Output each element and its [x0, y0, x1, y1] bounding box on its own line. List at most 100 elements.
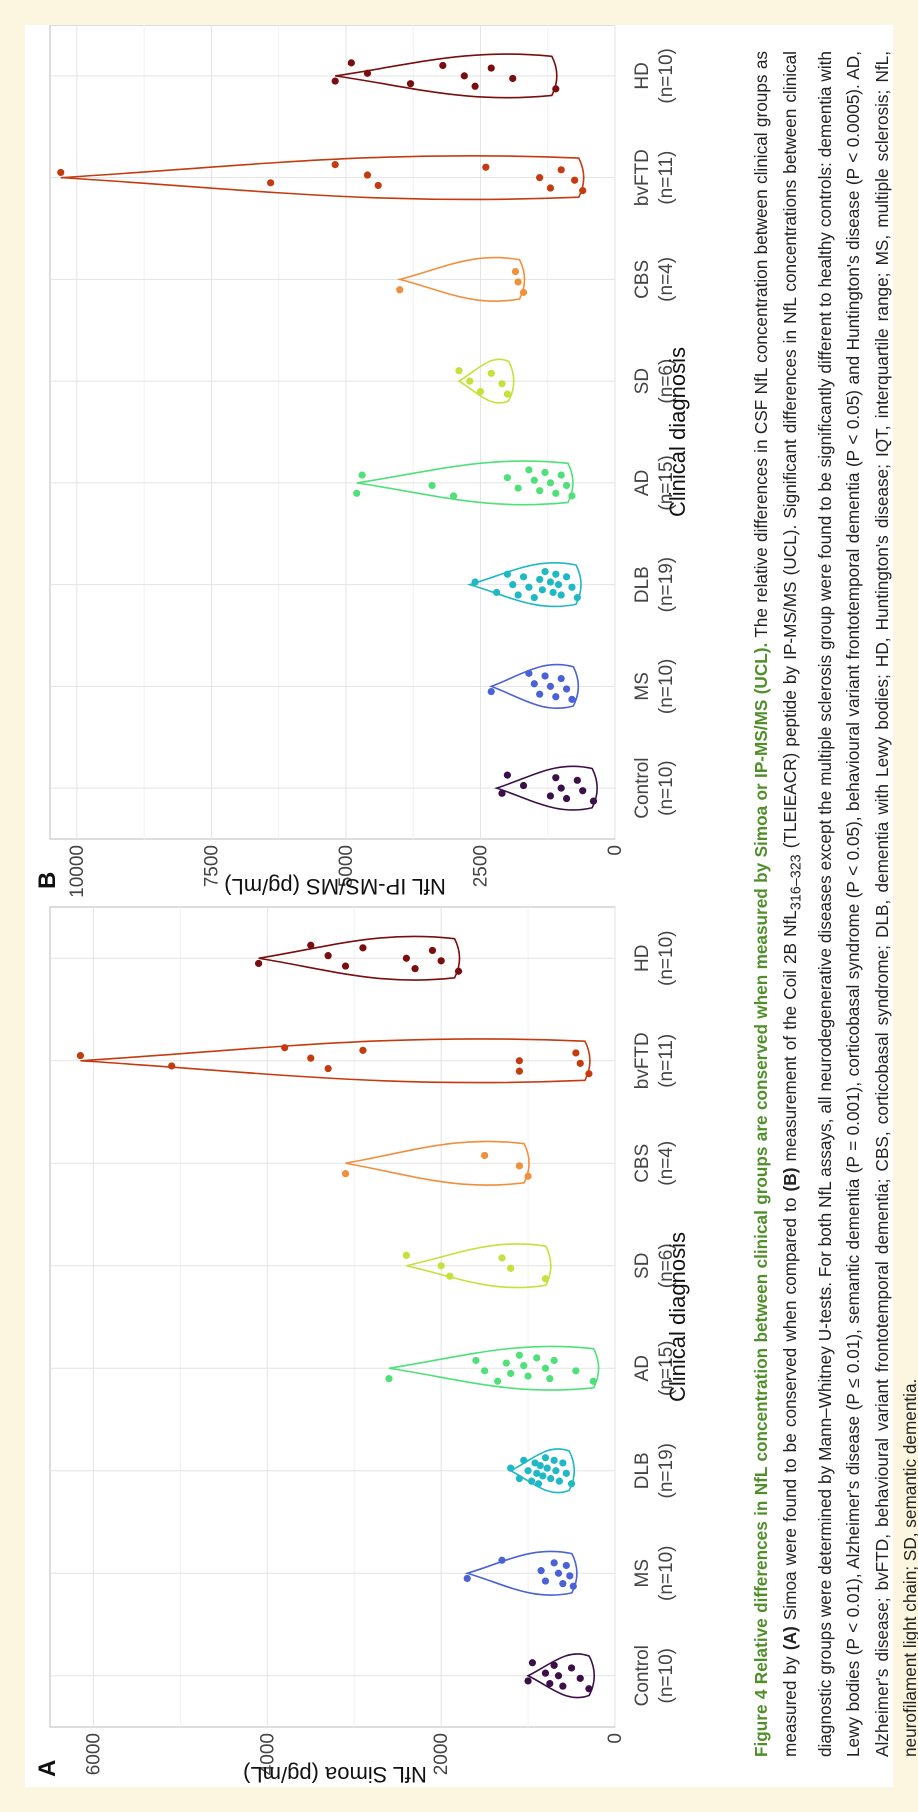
data-point-dlb-a — [562, 1469, 570, 1477]
data-point-dlb-b — [503, 570, 511, 578]
data-point-ms-a — [562, 1561, 570, 1570]
data-point-ad-a — [533, 1354, 541, 1362]
data-point-ad-a — [502, 1359, 510, 1367]
data-point-hd-a — [359, 944, 367, 952]
data-point-sd-b — [466, 377, 474, 385]
y-tick-label-a: 0 — [605, 1733, 626, 1744]
x-axis-title-a: Clinical diagnosis — [665, 1232, 690, 1402]
data-point-bvftd-a — [324, 1064, 332, 1073]
data-point-control-a — [528, 1659, 537, 1667]
data-point-dlb-a — [539, 1472, 547, 1480]
violin-cbs-b — [396, 256, 526, 303]
data-point-control-b — [573, 776, 581, 784]
data-point-bvftd-b — [267, 179, 275, 187]
data-point-ad-b — [514, 484, 522, 492]
data-point-dlb-a — [555, 1477, 563, 1485]
data-point-cbs-a — [341, 1170, 350, 1178]
data-point-ad-b — [503, 474, 511, 482]
data-point-ms-b — [541, 672, 549, 680]
data-point-bvftd-a — [168, 1062, 176, 1070]
x-tick-label-b: (n=10) — [656, 760, 677, 815]
violin-control-a — [526, 1653, 596, 1699]
data-point-cbs-b — [396, 286, 404, 294]
x-tick-label-b: (n=11) — [656, 151, 677, 205]
data-point-sd-a — [446, 1272, 454, 1280]
data-point-dlb-a — [531, 1459, 539, 1467]
data-point-control-a — [554, 1672, 563, 1680]
data-point-ms-b — [562, 685, 571, 693]
data-point-dlb-b — [554, 581, 563, 589]
x-tick-label-a: DLB — [632, 1452, 653, 1489]
data-point-dlb-b — [509, 581, 517, 589]
data-point-ad-b — [562, 481, 571, 490]
x-tick-label-a: HD — [632, 945, 653, 972]
data-point-dlb-a — [547, 1474, 555, 1483]
data-point-dlb-a — [515, 1474, 523, 1483]
y-tick-label-a: 6000 — [83, 1733, 104, 1775]
data-point-control-b — [562, 794, 571, 803]
data-point-cbs-b — [519, 288, 528, 296]
data-point-control-b — [579, 787, 587, 795]
data-point-hd-a — [255, 959, 263, 968]
data-point-ad-a — [550, 1356, 558, 1365]
data-point-cbs-a — [515, 1162, 523, 1170]
data-point-dlb-b — [549, 588, 557, 597]
data-point-bvftd-a — [515, 1067, 523, 1075]
data-point-cbs-b — [511, 267, 520, 276]
data-point-ms-b — [536, 690, 544, 698]
x-tick-label-b: DLB — [632, 566, 653, 603]
y-tick-label-b: 7500 — [201, 845, 222, 887]
data-point-ad-a — [385, 1375, 393, 1383]
x-tick-label-b: CBS — [632, 260, 653, 299]
data-point-ms-a — [463, 1574, 471, 1583]
data-point-ad-b — [449, 492, 458, 500]
data-point-bvftd-b — [57, 168, 65, 177]
figure-caption: Figure 4 Relative differences in NfL con… — [747, 51, 918, 1757]
data-point-dlb-a — [527, 1477, 536, 1485]
data-point-hd-b — [331, 77, 339, 85]
data-point-dlb-b — [525, 583, 533, 591]
y-tick-label-a: 4000 — [257, 1733, 278, 1775]
violin-bvftd-b — [60, 154, 585, 201]
data-point-control-a — [524, 1677, 532, 1685]
data-point-control-a — [550, 1661, 558, 1669]
figure-panel: A B 0 2000 4000 6000 Control (n=10) MS (n=10) DL… — [25, 25, 918, 1787]
data-point-ad-b — [541, 468, 549, 477]
data-point-hd-a — [324, 952, 332, 960]
data-point-ad-b — [353, 489, 361, 497]
caption-panel-b: (B) — [779, 1167, 800, 1192]
data-point-dlb-a — [534, 1480, 543, 1488]
data-point-control-b — [552, 774, 560, 782]
violin-dlb-a — [508, 1448, 576, 1494]
x-tick-label-a: CBS — [632, 1144, 653, 1183]
caption-text-2: Simoa were found to be conserved when co… — [779, 1191, 800, 1627]
data-point-bvftd-a — [576, 1059, 584, 1067]
violin-control-b — [494, 765, 598, 811]
data-point-ad-b — [546, 479, 555, 487]
x-tick-label-b: (n=10) — [656, 659, 677, 714]
data-point-ad-b — [525, 466, 533, 474]
x-tick-label-a: (n=10) — [656, 931, 677, 986]
caption-subscript: 316–323 — [788, 854, 805, 911]
data-point-bvftd-b — [363, 171, 372, 179]
x-tick-label-b: (n=10) — [656, 48, 677, 103]
x-tick-label-b: (n=15) — [656, 455, 677, 510]
data-point-bvftd-b — [331, 161, 339, 169]
data-point-dlb-b — [493, 588, 501, 597]
data-point-dlb-b — [519, 573, 528, 581]
data-point-ms-b — [530, 680, 538, 688]
caption-pvalues: P < 0.01), Alzheimer's disease (P ≤ 0.01… — [843, 84, 864, 1650]
data-point-ad-a — [515, 1351, 523, 1359]
data-point-dlb-a — [567, 1480, 576, 1488]
data-point-dlb-b — [514, 591, 522, 599]
data-point-control-a — [546, 1679, 554, 1688]
violin-ms-a — [464, 1550, 578, 1596]
data-point-hd-a — [411, 965, 419, 973]
data-point-dlb-b — [573, 594, 581, 602]
panel-label-b: B — [34, 872, 61, 889]
data-point-ad-a — [472, 1356, 480, 1365]
data-point-ad-a — [481, 1367, 489, 1375]
